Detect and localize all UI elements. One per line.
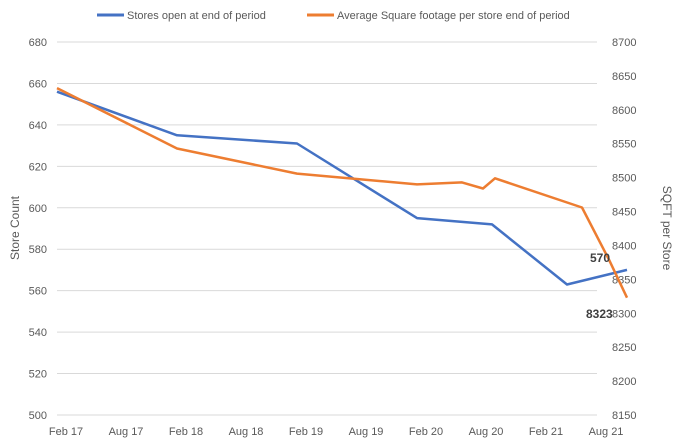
left-tick-label: 620 xyxy=(29,161,47,173)
left-tick-label: 640 xyxy=(29,120,47,132)
legend-label-stores: Stores open at end of period xyxy=(127,10,266,22)
stores-series-line xyxy=(56,90,628,286)
left-tick-label: 520 xyxy=(29,369,47,381)
x-tick-label: Feb 18 xyxy=(169,426,203,438)
x-tick-label: Aug 18 xyxy=(229,426,264,438)
left-tick-label: 600 xyxy=(29,203,47,215)
x-tick-label: Aug 17 xyxy=(109,426,144,438)
right-tick-label: 8250 xyxy=(612,342,636,354)
right-axis-ticks: 8150820082508300835084008450850085508600… xyxy=(612,37,636,422)
x-tick-label: Feb 17 xyxy=(49,426,83,438)
x-tick-label: Aug 19 xyxy=(349,426,384,438)
left-tick-label: 680 xyxy=(29,37,47,49)
x-tick-label: Feb 21 xyxy=(529,426,563,438)
left-tick-label: 540 xyxy=(29,327,47,339)
right-tick-label: 8700 xyxy=(612,37,636,49)
right-tick-label: 8450 xyxy=(612,207,636,219)
right-tick-label: 8400 xyxy=(612,240,636,252)
right-tick-label: 8300 xyxy=(612,308,636,320)
right-tick-label: 8200 xyxy=(612,376,636,388)
right-tick-label: 8550 xyxy=(612,139,636,151)
right-tick-label: 8500 xyxy=(612,173,636,185)
gridlines xyxy=(57,41,597,416)
x-tick-label: Aug 21 xyxy=(589,426,624,438)
sqft-end-label: 8323 xyxy=(586,307,613,321)
left-tick-label: 660 xyxy=(29,78,47,90)
x-axis-ticks: Feb 17 Aug 17 Feb 18 Aug 18 Feb 19 Aug 19 Feb … xyxy=(49,426,624,438)
left-tick-label: 500 xyxy=(29,410,47,422)
left-axis-ticks: 500 520 540 560 580 600 620 640 660 680 xyxy=(29,37,47,422)
sqft-series-line xyxy=(56,86,629,299)
x-tick-label: Aug 20 xyxy=(469,426,504,438)
right-axis-title: SQFT per Store xyxy=(660,186,674,271)
x-tick-label: Feb 19 xyxy=(289,426,323,438)
legend-label-sqft: Average Square footage per store end of … xyxy=(337,10,570,22)
right-tick-label: 8600 xyxy=(612,105,636,117)
left-tick-label: 560 xyxy=(29,286,47,298)
stores-end-label: 570 xyxy=(590,251,610,265)
x-tick-label: Feb 20 xyxy=(409,426,443,438)
series-lines xyxy=(56,86,629,299)
left-tick-label: 580 xyxy=(29,244,47,256)
right-tick-label: 8650 xyxy=(612,71,636,83)
right-tick-label: 8150 xyxy=(612,410,636,422)
legend: Stores open at end of period Average Squ… xyxy=(97,10,570,22)
left-axis-title: Store Count xyxy=(8,195,22,260)
